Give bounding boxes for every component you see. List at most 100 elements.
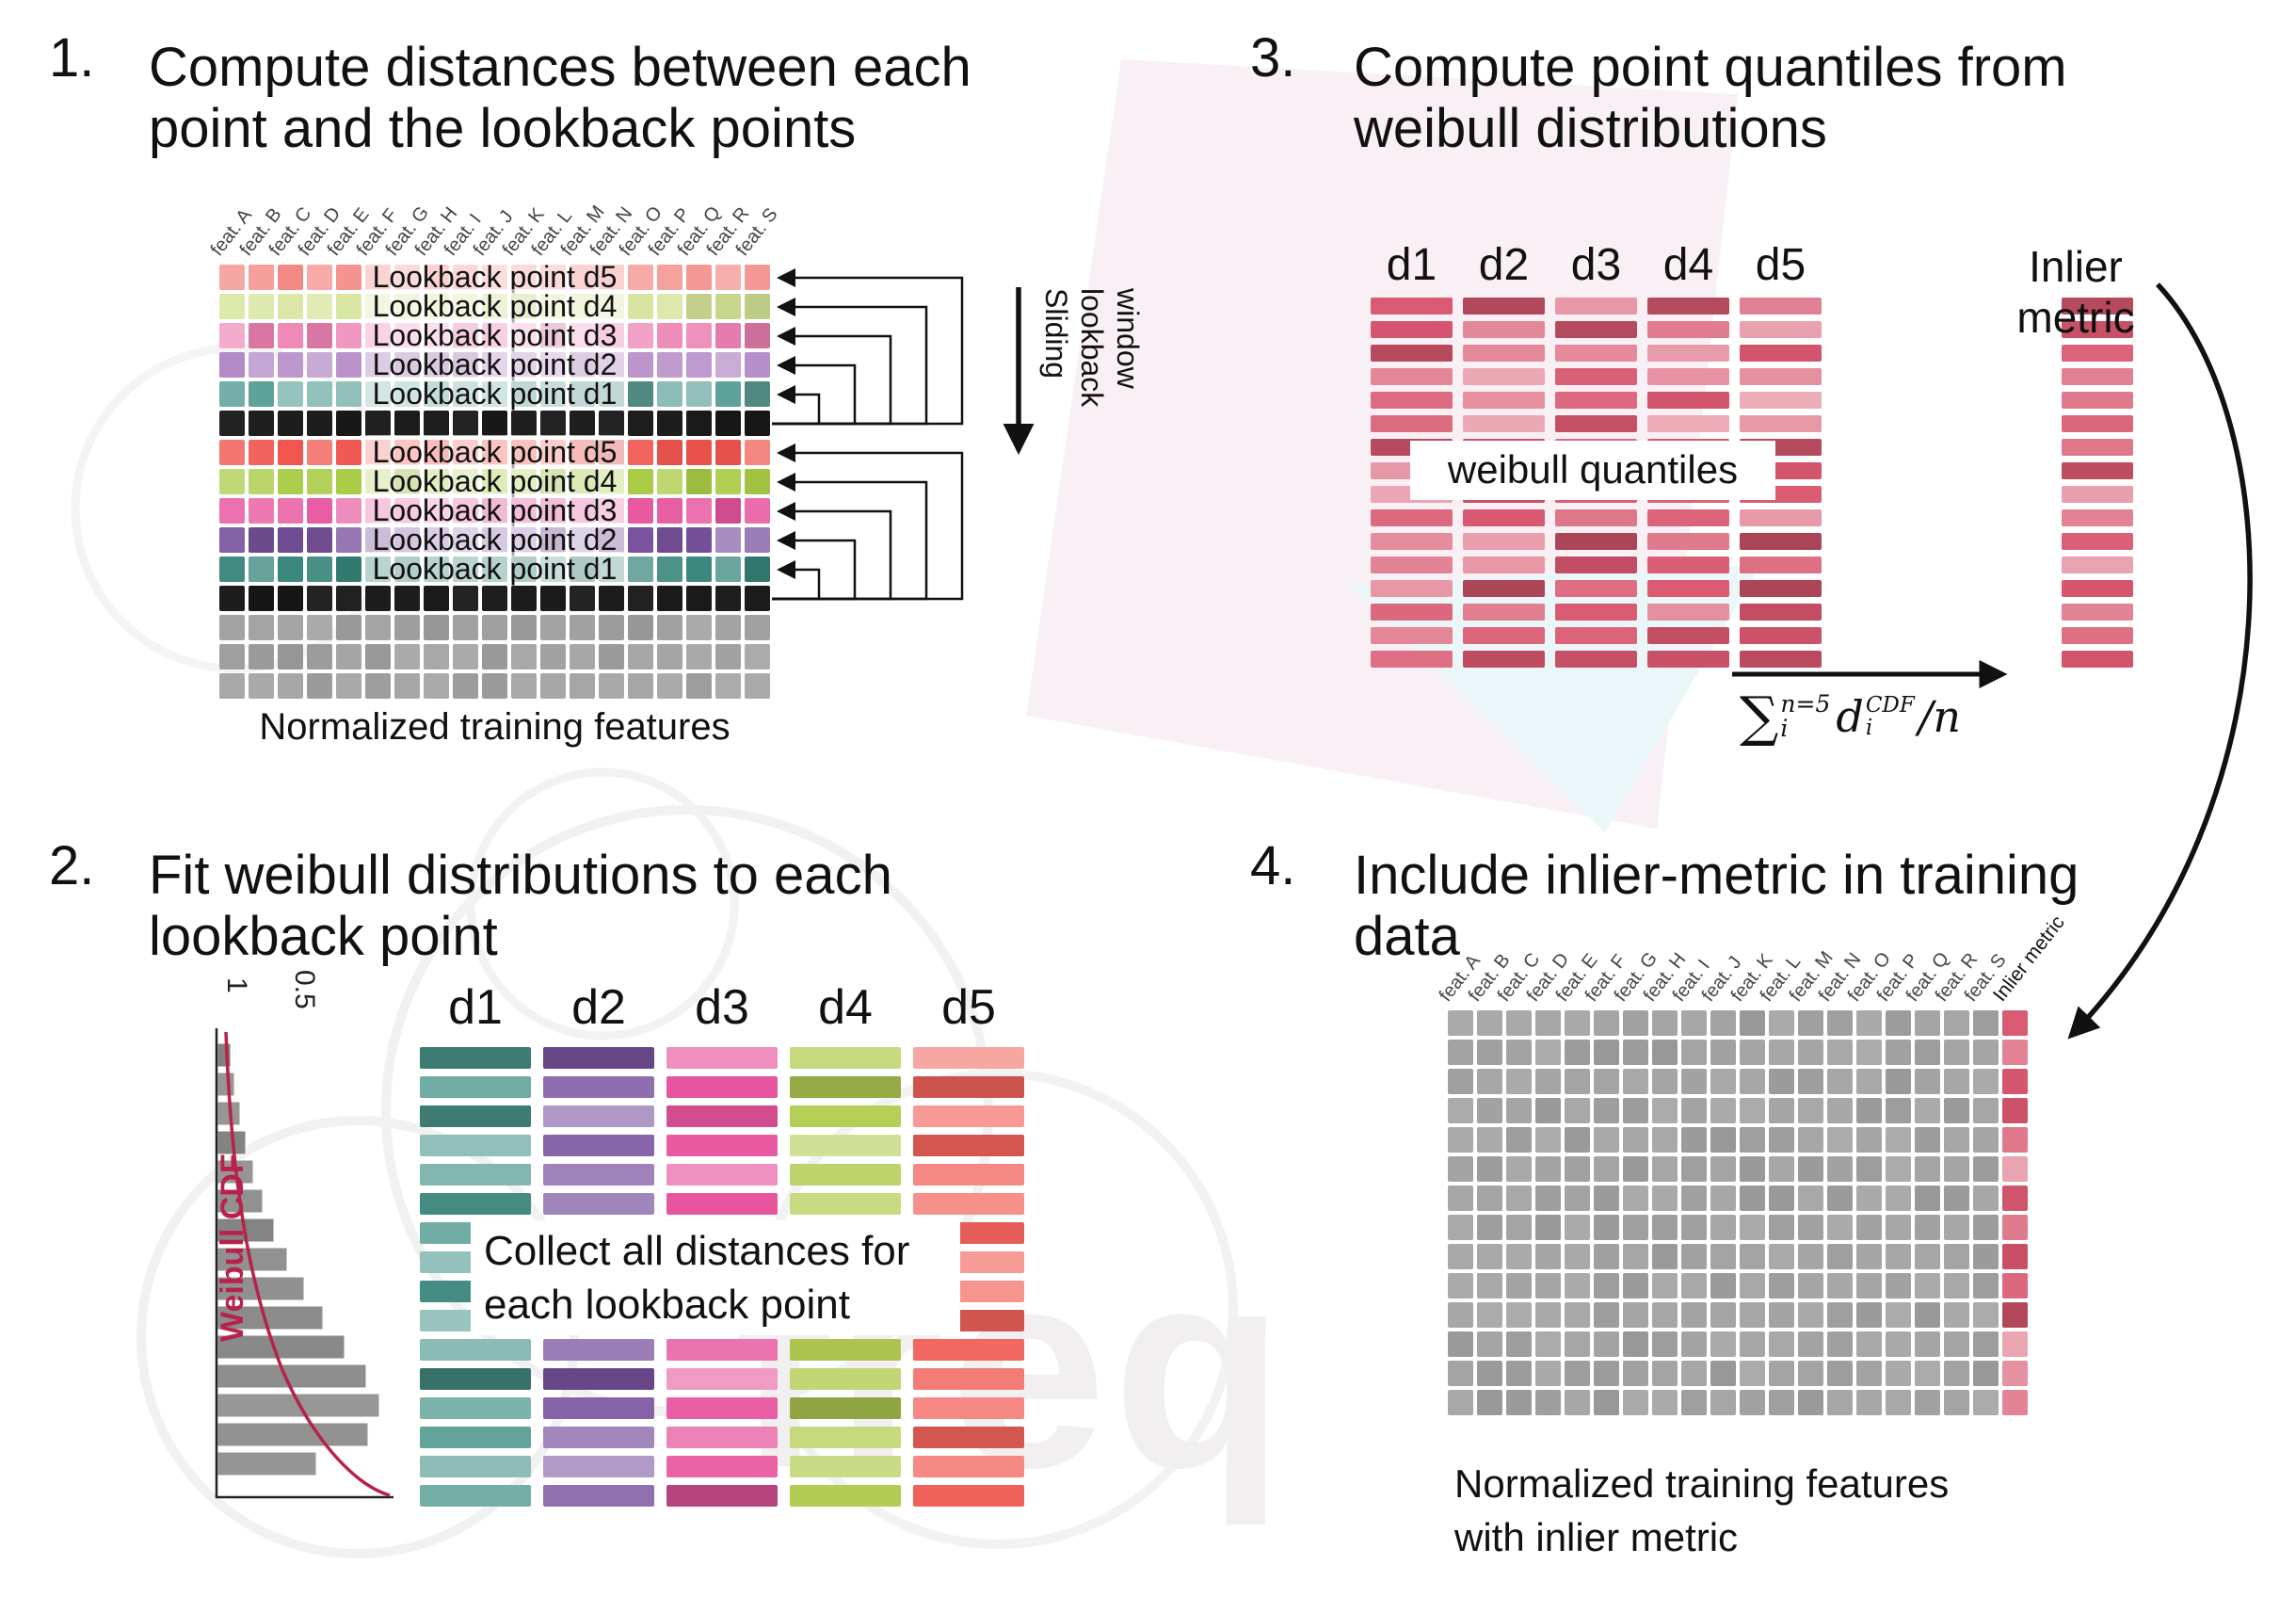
lookback-row-label-text: Lookback point d5 [364, 260, 625, 294]
feature-cell [1477, 1069, 1502, 1094]
feature-cell [1973, 1215, 1999, 1240]
feature-cell [307, 615, 332, 640]
feature-cell [657, 586, 682, 611]
feature-cell [1448, 1390, 1473, 1415]
feature-cell [1710, 1361, 1736, 1386]
feature-cell [1827, 1331, 1853, 1357]
feature-cell [219, 557, 245, 582]
quantile-bar [1647, 627, 1729, 644]
feature-cell [249, 557, 274, 582]
feature-cell [1565, 1127, 1590, 1153]
quantile-bar [1740, 627, 1822, 644]
feature-cell [453, 644, 478, 669]
feature-cell [1594, 1098, 1619, 1123]
feature-cell [453, 586, 478, 611]
feature-cell [1448, 1361, 1473, 1386]
feature-cell [1681, 1040, 1707, 1065]
feature-cell [657, 381, 682, 407]
feature-cell [1477, 1010, 1502, 1036]
distance-bar [543, 1135, 654, 1156]
feature-cell [1856, 1302, 1882, 1328]
feature-cell [1740, 1273, 1765, 1299]
feature-cell [1769, 1010, 1794, 1036]
distance-variable: d [1836, 691, 1864, 742]
feature-cell [715, 381, 741, 407]
quantile-bar [1647, 580, 1729, 597]
feature-cell [365, 673, 391, 699]
distance-bar [790, 1485, 901, 1507]
feature-cell [1944, 1390, 1969, 1415]
feature-cell [657, 527, 682, 553]
feature-cell [249, 265, 274, 290]
quantile-bar [1463, 298, 1545, 315]
feature-cell [1681, 1302, 1707, 1328]
distance-bar [913, 1105, 1024, 1127]
distance-bar [420, 1047, 531, 1069]
feature-cell [1448, 1215, 1473, 1240]
distance-bar [913, 1485, 1024, 1507]
quantile-bar [1555, 580, 1637, 597]
feature-cell [336, 323, 361, 348]
feature-cell [1652, 1331, 1678, 1357]
feature-cell [1973, 1069, 1999, 1094]
feature-cell [1681, 1010, 1707, 1036]
feature-cell [745, 586, 770, 611]
feature-cell [1740, 1040, 1765, 1065]
feature-cell [1886, 1186, 1911, 1211]
quantile-bar [1371, 368, 1453, 385]
feature-cell [1886, 1127, 1911, 1153]
quantile-bar [1740, 604, 1822, 621]
distance-column-label-d2: d2 [571, 980, 626, 1035]
formula-divisor: /n [1918, 691, 1961, 742]
feature-cell [219, 323, 245, 348]
feature-cell [628, 498, 653, 524]
feature-cell [219, 294, 245, 319]
feature-cell [1740, 1156, 1765, 1182]
quantile-bar [1463, 533, 1545, 550]
feature-cell [715, 557, 741, 582]
feature-row [219, 615, 770, 640]
feature-cell [657, 411, 682, 436]
feature-cell [1506, 1069, 1532, 1094]
weibull-quantiles-overlay: weibull quantiles [1410, 441, 1775, 500]
feature-cell [1973, 1390, 1999, 1415]
feature-cell [1623, 1010, 1648, 1036]
quantile-bar [1555, 415, 1637, 432]
feature-cell [1652, 1098, 1678, 1123]
feature-cell [1565, 1069, 1590, 1094]
feature-cell [1915, 1040, 1940, 1065]
feature-cell [1681, 1098, 1707, 1123]
feature-cell [628, 673, 653, 699]
feature-cell [1623, 1331, 1648, 1357]
feature-cell [1915, 1215, 1940, 1240]
weibull-cdf-plot [215, 1028, 393, 1499]
feature-cell [1477, 1361, 1502, 1386]
quantile-bar [1555, 533, 1637, 550]
feature-row [1448, 1273, 2028, 1299]
feature-cell [1535, 1361, 1561, 1386]
quantile-bar [1647, 557, 1729, 573]
feature-cell [628, 411, 653, 436]
feature-cell [1827, 1069, 1853, 1094]
feature-cell [1710, 1040, 1736, 1065]
distance-bar [666, 1339, 778, 1361]
quantile-column-label-d5: d5 [1755, 240, 1806, 290]
inlier-metric-cell [2002, 1390, 2028, 1415]
feature-cell [715, 265, 741, 290]
feature-cell [424, 673, 449, 699]
feature-cell [1710, 1244, 1736, 1269]
feature-cell [482, 644, 507, 669]
plot-axes [215, 1028, 393, 1499]
distance-bar [543, 1427, 654, 1448]
feature-cell [249, 323, 274, 348]
feature-cell [1798, 1215, 1823, 1240]
feature-cell [1973, 1127, 1999, 1153]
feature-cell [1827, 1156, 1853, 1182]
feature-cell [219, 381, 245, 407]
distance-bar [790, 1193, 901, 1215]
distance-bar [420, 1397, 531, 1419]
feature-cell [1973, 1156, 1999, 1182]
quantile-bar [1647, 651, 1729, 668]
feature-cell [278, 411, 303, 436]
feature-cell [715, 586, 741, 611]
